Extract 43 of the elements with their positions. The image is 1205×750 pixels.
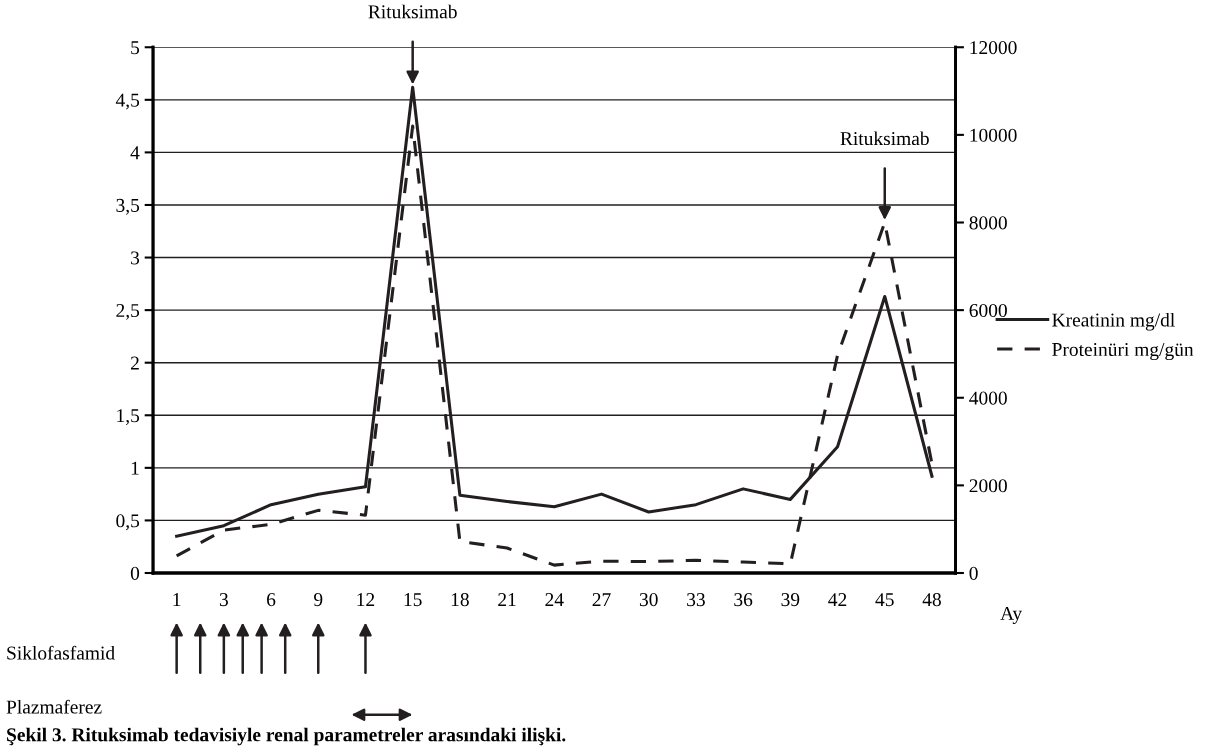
y2-tick-label: 6000 xyxy=(969,303,1007,318)
y2-tick-label: 4000 xyxy=(969,391,1007,405)
y-tick-label: 0 xyxy=(130,566,140,580)
text: Plazmaferez xyxy=(6,699,102,714)
y-tick-label: 1,5 xyxy=(117,409,140,426)
y2-tick-label: 8000 xyxy=(969,216,1007,230)
x-tick-label: 48 xyxy=(922,593,941,607)
annotation: Rituksimab xyxy=(368,4,457,19)
x-tick-label: 18 xyxy=(451,593,469,607)
y-tick-label: 3,5 xyxy=(116,198,140,215)
x-tick-label: 42 xyxy=(828,593,847,606)
x-tick-label: 30 xyxy=(639,593,658,607)
text: Şekil 3. Rituksimab tedavisiyle renal parametreler arasındaki ilişki. xyxy=(7,727,566,746)
legend-label: Proteinüri mg/gün xyxy=(1052,342,1194,361)
x-tick-label: 12 xyxy=(357,593,375,606)
y-tick-label: 3 xyxy=(131,251,140,265)
y-tick-label: 2,5 xyxy=(116,304,140,320)
x-tick-label: 27 xyxy=(592,593,611,606)
x-tick-label: 33 xyxy=(687,593,705,607)
x-tick-label: 1 xyxy=(173,593,181,606)
y2-tick-label: 10000 xyxy=(970,128,1017,142)
x-tick-label: 9 xyxy=(314,593,323,607)
y-tick-label: 0,5 xyxy=(116,514,140,531)
x-tick-label: 15 xyxy=(404,593,422,607)
x-tick-label: 36 xyxy=(734,593,753,607)
y2-tick-label: 2000 xyxy=(969,479,1007,493)
y-tick-label: 1 xyxy=(131,461,139,475)
annotation: Rituksimab xyxy=(840,131,929,146)
legend-label: Kreatinin mg/dl xyxy=(1052,312,1175,331)
y-tick-label: 2 xyxy=(130,356,139,370)
x-tick-label: 24 xyxy=(545,593,564,606)
x-tick-label: 39 xyxy=(781,593,800,607)
x-tick-label: 45 xyxy=(875,593,894,607)
y-tick-label: 4,5 xyxy=(115,93,140,110)
y-tick-label: 4 xyxy=(130,146,140,160)
x-tick-label: 3 xyxy=(219,593,228,607)
y2-tick-label: 0 xyxy=(969,566,978,580)
x-tick-label: 6 xyxy=(267,593,276,607)
y2-tick-label: 12000 xyxy=(970,41,1017,55)
x-axis-title: Ay xyxy=(1000,606,1023,624)
y-tick-label: 5 xyxy=(131,41,140,55)
text: Siklofasfamid xyxy=(7,645,115,660)
x-tick-label: 21 xyxy=(498,593,516,606)
